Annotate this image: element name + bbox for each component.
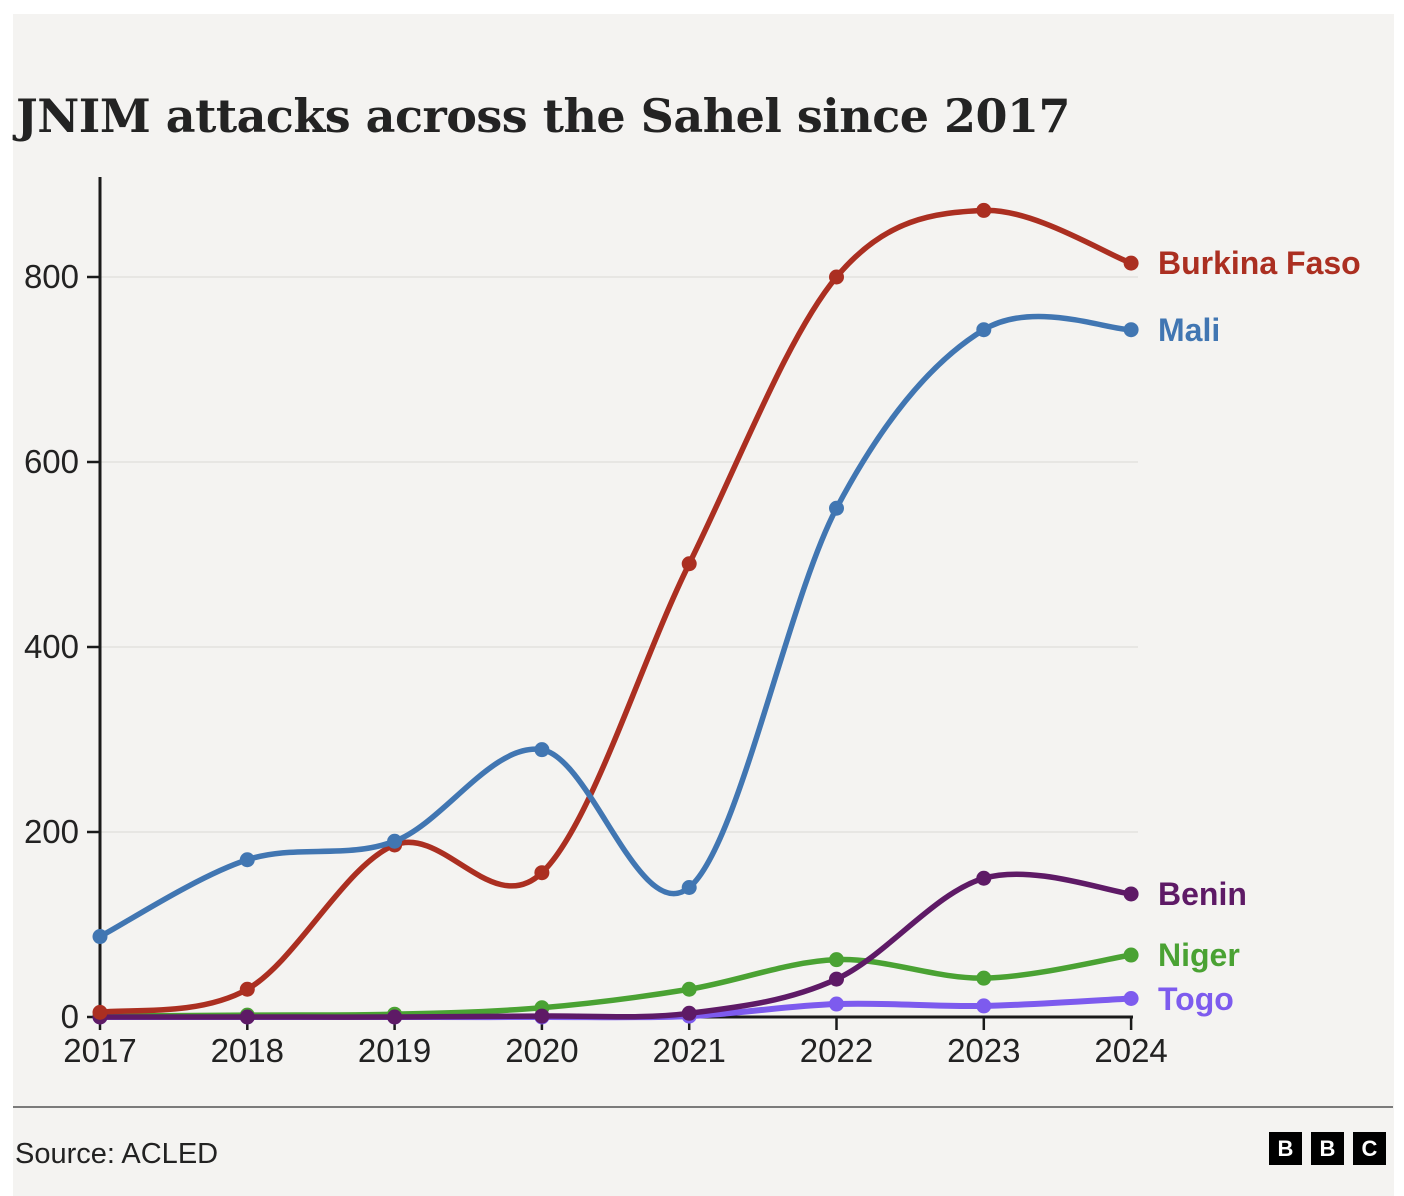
data-point-niger: [829, 952, 844, 968]
y-tick-label: 0: [61, 998, 79, 1035]
bbc-logo-letter: B: [1269, 1132, 1302, 1165]
series-label-burkina-faso: Burkina Faso: [1158, 245, 1361, 282]
x-tick-label: 2017: [63, 1032, 136, 1069]
data-point-burkina-faso: [534, 865, 550, 881]
data-point-mali: [681, 880, 697, 895]
data-point-burkina-faso: [1123, 255, 1139, 271]
bbc-logo: B B C: [1269, 1132, 1386, 1165]
y-tick-label: 800: [24, 258, 79, 295]
series-label-niger: Niger: [1158, 937, 1240, 974]
data-point-burkina-faso: [92, 1004, 108, 1020]
series-line-mali: [97, 313, 1134, 940]
data-point-togo: [1123, 991, 1139, 1006]
data-point-mali: [976, 322, 992, 338]
data-point-benin: [681, 1005, 697, 1021]
x-tick-label: 2021: [652, 1032, 725, 1069]
x-tick-label: 2023: [947, 1032, 1020, 1069]
x-tick-label: 2019: [358, 1032, 431, 1069]
data-point-benin: [976, 870, 992, 886]
data-point-togo: [829, 996, 844, 1012]
data-point-burkina-faso: [681, 556, 697, 572]
data-point-benin: [534, 1008, 550, 1024]
x-tick-label: 2020: [505, 1032, 578, 1069]
series-line-burkina-faso: [97, 207, 1134, 1016]
data-point-burkina-faso: [829, 269, 844, 285]
data-point-mali: [1123, 322, 1139, 338]
y-tick-label: 600: [24, 443, 79, 480]
page-title: JNIM attacks across the Sahel since 2017: [16, 88, 1071, 143]
bbc-logo-letter: B: [1311, 1132, 1344, 1165]
data-point-niger: [681, 981, 697, 997]
source-attribution: Source: ACLED: [15, 1138, 219, 1170]
x-tick-label: 2018: [211, 1032, 284, 1069]
footer-divider: [13, 1106, 1393, 1108]
y-tick-label: 400: [24, 628, 79, 665]
x-tick-label: 2022: [800, 1032, 873, 1069]
x-tick-label: 2024: [1094, 1032, 1167, 1069]
series-label-benin: Benin: [1158, 875, 1247, 912]
data-point-burkina-faso: [239, 981, 255, 997]
data-point-togo: [976, 998, 992, 1014]
chart-panel: [13, 14, 1394, 1196]
data-point-mali: [387, 833, 403, 849]
data-point-burkina-faso: [976, 202, 992, 218]
data-point-benin: [239, 1009, 255, 1025]
bbc-logo-letter: C: [1353, 1132, 1386, 1165]
series-label-mali: Mali: [1158, 311, 1221, 348]
data-point-benin: [387, 1009, 403, 1025]
data-point-niger: [976, 970, 992, 986]
data-point-mali: [92, 929, 108, 945]
series-line-benin: [97, 871, 1134, 1020]
data-point-benin: [829, 971, 844, 987]
series-label-togo: Togo: [1158, 980, 1234, 1017]
data-point-niger: [1123, 947, 1139, 963]
data-point-mali: [534, 742, 550, 758]
data-point-mali: [829, 500, 844, 516]
data-point-benin: [1123, 886, 1139, 902]
y-tick-label: 200: [24, 813, 79, 850]
data-point-mali: [239, 852, 255, 868]
